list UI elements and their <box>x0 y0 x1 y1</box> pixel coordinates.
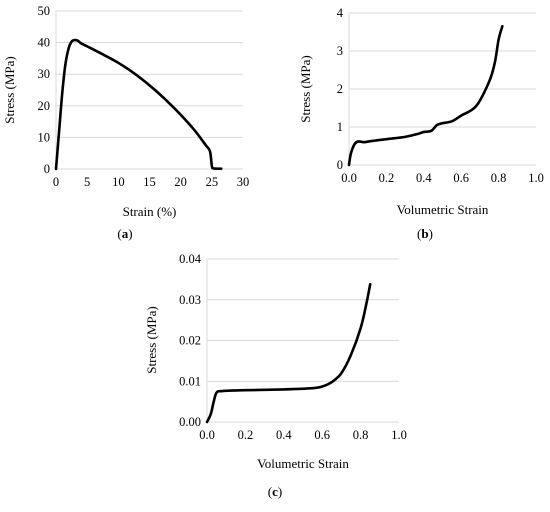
x-tick-label-c: 0.4 <box>276 428 292 442</box>
panel-label-letter: b <box>421 226 428 241</box>
x-tick-label-a: 0 <box>53 175 59 189</box>
panel-label-close-paren: ) <box>278 484 282 499</box>
y-axis-label-a: Stress (MPa) <box>2 56 17 124</box>
panel-c: 0.00 0.01 0.02 0.03 0.04 0.0 0.2 0.4 0.6 0.8 1.0 Vo… <box>144 252 407 499</box>
panel-a: 0 10 20 30 40 50 0 5 10 15 20 25 30 Strain (%) Stress … <box>2 4 249 241</box>
x-tick-label-c: 0.0 <box>199 428 215 442</box>
panel-label-b: (b) <box>417 226 433 241</box>
x-tick-label-a: 10 <box>112 175 125 189</box>
y-tick-label-a: 30 <box>38 67 51 81</box>
y-tick-label-a: 10 <box>38 130 51 144</box>
y-tick-label-c: 0.01 <box>179 374 201 388</box>
series-line-b-0 <box>347 25 504 167</box>
y-tick-label-a: 40 <box>38 36 51 50</box>
x-tick-label-a: 25 <box>206 175 219 189</box>
x-tick-label-b: 1.0 <box>528 171 544 185</box>
y-axis-label-b: Stress (MPa) <box>298 55 313 123</box>
y-tick-label-b: 3 <box>337 44 343 58</box>
x-tick-label-b: 0.0 <box>341 171 357 185</box>
x-axis-label-b: Volumetric Strain <box>397 202 489 217</box>
panel-label-letter: c <box>272 484 278 499</box>
panel-label-close-paren: ) <box>128 226 132 241</box>
y-tick-label-c: 0.04 <box>179 252 202 266</box>
x-tick-label-b: 0.8 <box>491 171 507 185</box>
y-tick-label-c: 0.00 <box>179 415 201 429</box>
y-tick-label-b: 1 <box>337 120 343 134</box>
x-axis-label-c: Volumetric Strain <box>257 456 349 471</box>
x-tick-label-b: 0.4 <box>416 171 432 185</box>
panel-label-letter: a <box>122 226 129 241</box>
y-tick-label-a: 0 <box>44 162 50 176</box>
x-tick-label-a: 15 <box>143 175 156 189</box>
x-tick-label-a: 30 <box>237 175 250 189</box>
y-tick-label-b: 4 <box>337 6 344 20</box>
x-tick-label-c: 0.2 <box>238 428 254 442</box>
series-line-c-0 <box>205 282 372 424</box>
x-tick-label-c: 1.0 <box>391 428 407 442</box>
y-tick-label-c: 0.03 <box>179 293 201 307</box>
y-tick-label-b: 2 <box>337 82 343 96</box>
y-tick-label-a: 20 <box>38 99 51 113</box>
y-tick-label-c: 0.02 <box>179 334 201 348</box>
x-axis-label-a: Strain (%) <box>123 204 177 219</box>
x-tick-label-b: 0.6 <box>453 171 469 185</box>
panel-label-open-paren: ( <box>117 226 121 241</box>
y-axis-label-c: Stress (MPa) <box>144 306 159 374</box>
series-line-a-0 <box>54 38 223 171</box>
y-tick-label-b: 0 <box>337 158 343 172</box>
panel-label-c: (c) <box>268 484 282 499</box>
y-tick-label-a: 50 <box>38 4 51 18</box>
panel-b: 0 1 2 3 4 0.0 0.2 0.4 0.6 0.8 1.0 Volumetric Strain… <box>298 6 544 241</box>
panel-label-a: (a) <box>117 226 132 241</box>
x-tick-label-c: 0.8 <box>353 428 369 442</box>
x-tick-label-c: 0.6 <box>314 428 330 442</box>
panel-label-open-paren: ( <box>417 226 421 241</box>
x-tick-label-b: 0.2 <box>379 171 395 185</box>
x-tick-label-a: 20 <box>174 175 187 189</box>
panel-label-close-paren: ) <box>429 226 433 241</box>
panel-label-open-paren: ( <box>268 484 272 499</box>
x-tick-label-a: 5 <box>84 175 90 189</box>
